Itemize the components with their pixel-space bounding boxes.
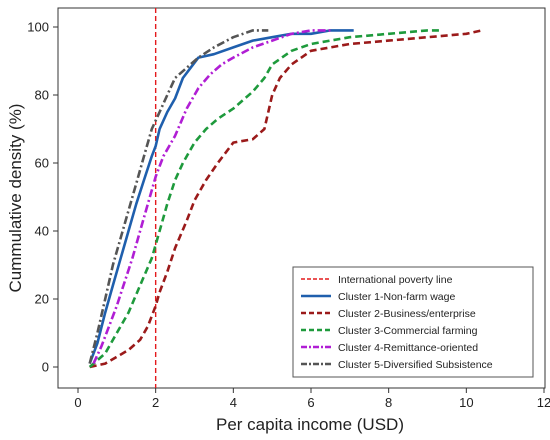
y-tick-label-20: 20 [35,292,49,307]
legend-label-1: Cluster 1-Non-farm wage [338,291,455,303]
x-tick-label-8: 8 [385,395,392,410]
legend-label-3: Cluster 3-Commercial farming [338,325,478,337]
series-line-cluster-4 [92,29,331,365]
x-axis-title: Per capita income (USD) [216,415,404,434]
x-tick-label-10: 10 [459,395,473,410]
series-line-cluster-2 [89,29,483,369]
legend-label-4: Cluster 4-Remittance-oriented [338,342,478,354]
x-tick-label-0: 0 [74,395,81,410]
legend-label-5: Cluster 5-Diversified Subsistence [338,359,493,371]
series-line-cluster-3 [88,29,440,368]
series-line-cluster-1 [88,29,354,365]
y-axis-title: Cummulative density (%) [6,104,25,293]
series-line-cluster-5 [88,29,269,364]
y-tick-label-100: 100 [27,20,49,35]
x-tick-label-2: 2 [152,395,159,410]
plot-frame [57,7,546,389]
x-tick-label-12: 12 [537,395,550,410]
y-tick-label-0: 0 [42,360,49,375]
y-tick-label-80: 80 [35,88,49,103]
y-tick-label-60: 60 [35,156,49,171]
x-tick-label-6: 6 [307,395,314,410]
chart-marks: 0 2 4 6 8 10 12 0 20 40 60 80 100 International pover… [27,7,550,410]
x-tick-label-4: 4 [230,395,237,410]
legend-box [292,266,534,378]
legend-label-0: International poverty line [338,274,453,286]
legend-label-2: Cluster 2-Business/enterprise [338,308,476,320]
y-tick-label-40: 40 [35,224,49,239]
